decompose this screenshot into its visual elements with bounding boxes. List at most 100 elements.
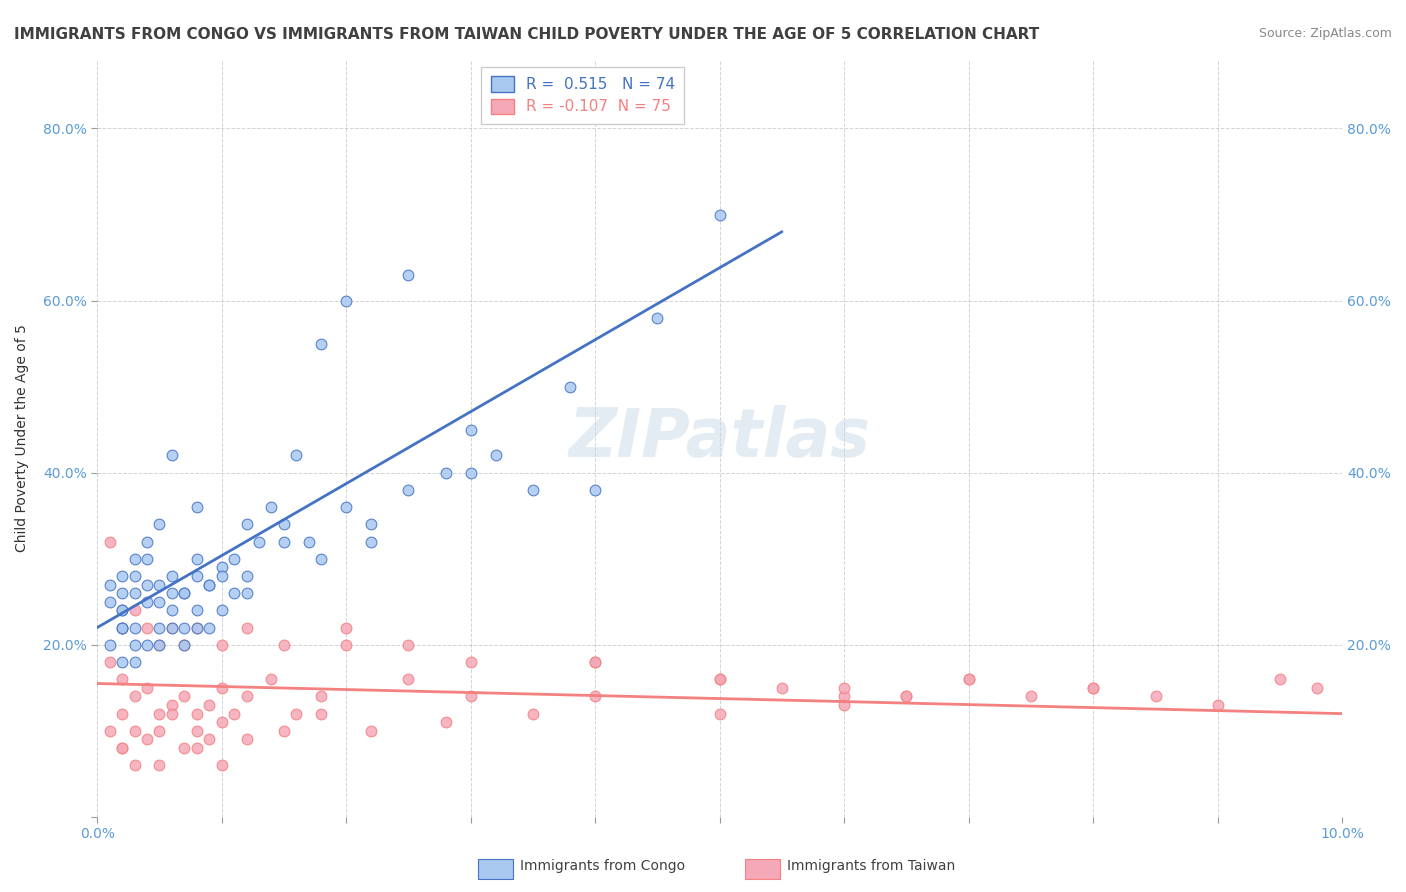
Point — [98, 723, 121, 738]
Point — [160, 449, 183, 463]
Point — [111, 672, 134, 686]
Point — [186, 500, 208, 514]
Point — [273, 638, 295, 652]
Point — [957, 672, 980, 686]
Point — [111, 655, 134, 669]
Point — [198, 732, 221, 747]
Point — [186, 621, 208, 635]
Point — [198, 621, 221, 635]
Point — [298, 534, 321, 549]
Point — [1019, 690, 1042, 704]
Point — [1206, 698, 1229, 712]
Point — [198, 577, 221, 591]
Point — [186, 551, 208, 566]
Text: ZIPatlas: ZIPatlas — [568, 405, 870, 471]
Point — [173, 586, 195, 600]
Point — [235, 690, 257, 704]
Text: IMMIGRANTS FROM CONGO VS IMMIGRANTS FROM TAIWAN CHILD POVERTY UNDER THE AGE OF 5: IMMIGRANTS FROM CONGO VS IMMIGRANTS FROM… — [14, 27, 1039, 42]
Point — [460, 466, 482, 480]
Point — [335, 293, 357, 308]
Point — [148, 638, 170, 652]
Point — [124, 603, 146, 617]
Point — [709, 706, 731, 721]
Point — [560, 379, 582, 393]
Text: Immigrants from Taiwan: Immigrants from Taiwan — [787, 859, 956, 872]
Point — [273, 534, 295, 549]
Point — [98, 655, 121, 669]
Point — [111, 603, 134, 617]
Legend: R =  0.515   N = 74, R = -0.107  N = 75: R = 0.515 N = 74, R = -0.107 N = 75 — [481, 67, 685, 124]
Point — [583, 655, 606, 669]
Point — [583, 655, 606, 669]
Point — [111, 569, 134, 583]
Point — [360, 517, 382, 532]
Point — [173, 638, 195, 652]
Point — [173, 690, 195, 704]
Point — [398, 672, 420, 686]
Point — [160, 586, 183, 600]
Point — [211, 603, 233, 617]
Point — [160, 621, 183, 635]
Point — [186, 603, 208, 617]
Point — [136, 595, 159, 609]
Point — [148, 595, 170, 609]
Point — [260, 672, 283, 686]
Point — [111, 621, 134, 635]
Point — [335, 621, 357, 635]
Point — [311, 706, 333, 721]
Point — [111, 603, 134, 617]
Point — [124, 551, 146, 566]
Point — [160, 698, 183, 712]
Point — [235, 732, 257, 747]
Point — [709, 672, 731, 686]
Point — [335, 638, 357, 652]
Point — [160, 706, 183, 721]
Point — [160, 603, 183, 617]
Point — [160, 569, 183, 583]
Point — [111, 741, 134, 756]
Point — [148, 577, 170, 591]
Point — [173, 638, 195, 652]
Point — [124, 586, 146, 600]
Point — [173, 586, 195, 600]
Point — [273, 517, 295, 532]
Point — [148, 621, 170, 635]
Point — [709, 207, 731, 221]
Point — [186, 569, 208, 583]
Point — [136, 621, 159, 635]
Point — [148, 758, 170, 772]
Point — [484, 449, 506, 463]
Point — [522, 706, 544, 721]
Point — [186, 723, 208, 738]
Point — [111, 741, 134, 756]
Point — [186, 621, 208, 635]
Point — [709, 672, 731, 686]
Point — [98, 534, 121, 549]
Point — [173, 741, 195, 756]
Point — [832, 698, 855, 712]
Point — [111, 586, 134, 600]
Point — [335, 500, 357, 514]
Point — [136, 638, 159, 652]
Point — [832, 681, 855, 695]
Point — [148, 723, 170, 738]
Point — [398, 268, 420, 282]
Point — [98, 595, 121, 609]
Point — [111, 621, 134, 635]
Point — [311, 551, 333, 566]
Point — [460, 655, 482, 669]
Point — [124, 655, 146, 669]
Point — [273, 723, 295, 738]
Point — [434, 466, 457, 480]
Point — [136, 551, 159, 566]
Point — [186, 706, 208, 721]
Point — [148, 638, 170, 652]
Point — [148, 517, 170, 532]
Point — [360, 723, 382, 738]
Point — [211, 569, 233, 583]
Point — [211, 758, 233, 772]
Point — [136, 577, 159, 591]
Point — [260, 500, 283, 514]
Point — [957, 672, 980, 686]
Point — [224, 706, 246, 721]
